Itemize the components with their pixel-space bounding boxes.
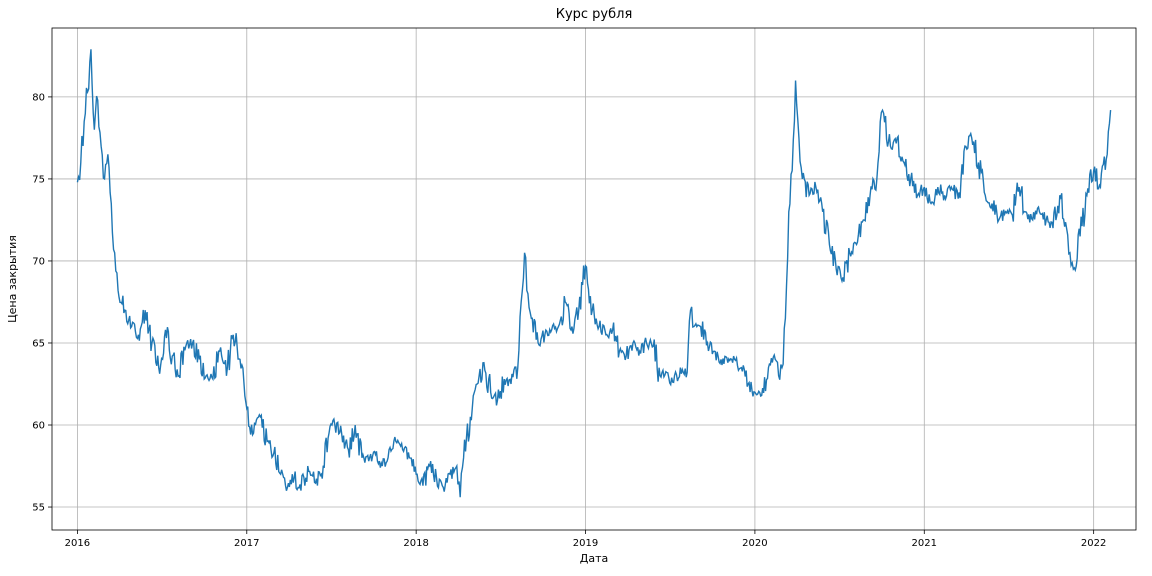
x-tick-label: 2017	[234, 538, 259, 549]
data-series-line	[77, 49, 1110, 497]
x-tick-label: 2021	[912, 538, 937, 549]
x-tick-label: 2019	[573, 538, 598, 549]
x-tick-label: 2022	[1081, 538, 1106, 549]
y-tick-label: 70	[32, 256, 45, 267]
chart-container: Курс рубля Цена закрытия Дата 2016201720…	[0, 0, 1152, 576]
y-tick-label: 55	[32, 503, 45, 514]
x-axis-label: Дата	[580, 552, 608, 565]
plot-border	[52, 28, 1136, 530]
y-tick-label: 80	[32, 92, 45, 103]
y-tick-label: 65	[32, 338, 45, 349]
y-ticks: 55 60 65 70 75 80	[32, 92, 52, 513]
y-tick-label: 75	[32, 174, 45, 185]
x-tick-label: 2016	[65, 538, 90, 549]
y-tick-label: 60	[32, 421, 45, 432]
x-tick-label: 2020	[742, 538, 767, 549]
grid	[52, 28, 1136, 530]
x-tick-label: 2018	[403, 538, 428, 549]
y-axis-label: Цена закрытия	[6, 235, 19, 323]
x-ticks: 2016 2017 2018 2019 2020 2021 2022	[65, 530, 1107, 549]
line-chart: Курс рубля Цена закрытия Дата 2016201720…	[0, 0, 1152, 576]
chart-title: Курс рубля	[556, 7, 633, 22]
